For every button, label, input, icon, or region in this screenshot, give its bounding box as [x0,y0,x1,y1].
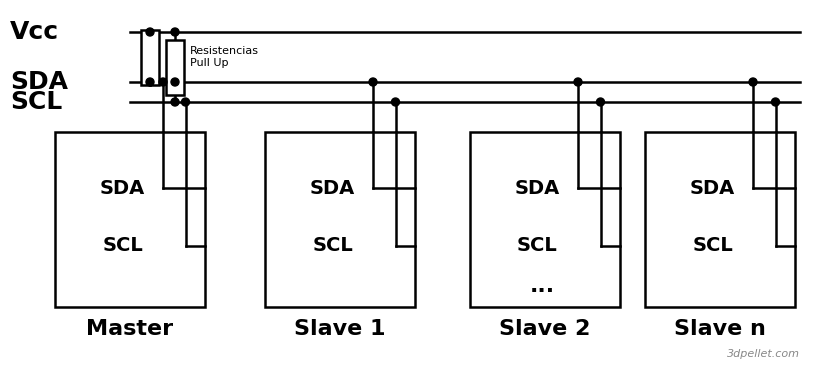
Text: SDA: SDA [310,178,355,197]
Circle shape [171,78,179,86]
Bar [265,132,415,307]
Text: 3dpellet.com: 3dpellet.com [727,349,800,359]
Circle shape [171,98,179,106]
Text: SCL: SCL [10,90,62,114]
Text: ...: ... [530,276,555,296]
Circle shape [369,78,377,86]
Text: SDA: SDA [10,70,68,94]
Text: SDA: SDA [100,178,145,197]
Circle shape [749,78,757,86]
Text: Master: Master [86,319,174,339]
Circle shape [574,78,582,86]
Text: SCL: SCL [517,236,558,255]
Bar [470,132,620,307]
Bar [55,132,205,307]
Text: SDA: SDA [515,178,560,197]
Bar [141,29,159,84]
Text: SCL: SCL [692,236,733,255]
Bar [166,40,184,94]
Text: SCL: SCL [313,236,353,255]
Circle shape [596,98,605,106]
Text: Vcc: Vcc [10,20,59,44]
Circle shape [771,98,779,106]
Circle shape [392,98,400,106]
Circle shape [146,78,154,86]
Circle shape [171,28,179,36]
Text: SDA: SDA [690,178,735,197]
Text: Slave 1: Slave 1 [295,319,386,339]
Circle shape [181,98,189,106]
Text: Slave 2: Slave 2 [499,319,591,339]
Circle shape [159,78,167,86]
Text: SCL: SCL [102,236,143,255]
Text: Resistencias
Pull Up: Resistencias Pull Up [190,46,259,68]
Circle shape [146,28,154,36]
Text: Slave n: Slave n [674,319,766,339]
Bar [645,132,795,307]
